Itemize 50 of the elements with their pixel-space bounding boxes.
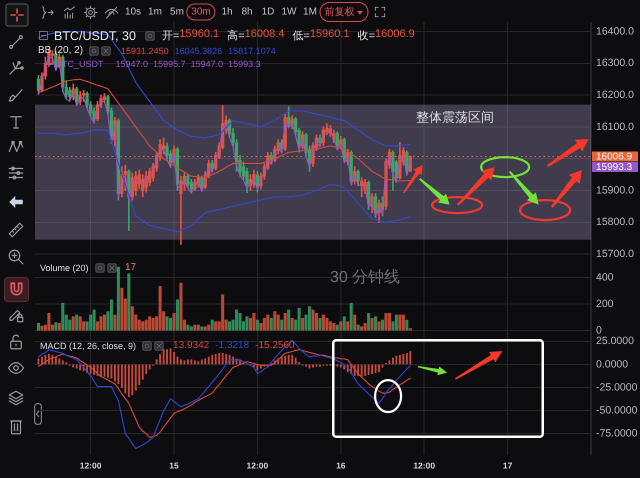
y-tick-label: 200 [596, 298, 614, 310]
x-tick-label: 17 [502, 460, 513, 470]
ref-line-label: 16006.9 [596, 152, 633, 163]
annotation: 低=15960.1 [292, 28, 350, 43]
text: 1W [282, 6, 296, 18]
y-tick-label: 25.0000 [596, 335, 634, 348]
annotation: 13.9342 [173, 340, 210, 351]
annotation: 15995.7 [153, 59, 186, 69]
text: 8h [241, 6, 253, 18]
annotation: 17 [125, 262, 136, 273]
y-tick-label: 15900.0 [596, 184, 634, 196]
y-tick-label: 0.0000 [596, 358, 628, 370]
x-tick-label: 12:00 [413, 460, 436, 470]
annotation: 15931.2450 [121, 46, 169, 56]
y-tick-label: 16100.0 [596, 120, 634, 133]
annotation: 开=15960.1 [162, 28, 220, 43]
y-tick-label: -50.0000 [596, 404, 638, 417]
y-tick-label: 15800.0 [596, 216, 634, 228]
x-tick-label: 16 [336, 460, 346, 470]
y-tick-label: 16400.0 [596, 25, 634, 38]
y-tick-label: 400 [596, 272, 614, 284]
text: 1D [262, 6, 274, 18]
annotation: 15993.3 [228, 59, 261, 69]
text: 1h [221, 6, 233, 18]
text: 10s [124, 6, 142, 18]
text: 前复权 [324, 6, 354, 19]
text: MACD (12, 26, close, 9) [40, 340, 136, 350]
annotation: 30 分钟线 [330, 268, 400, 288]
text: 1M [303, 6, 317, 18]
y-tick-label: 15700.0 [596, 248, 634, 260]
y-tick-label: 0 [596, 324, 602, 337]
band-label: 整体震荡区间 [416, 110, 494, 125]
chart-title: Volume (20) [40, 263, 89, 273]
text: 30m [191, 6, 211, 18]
y-tick-label: 16300.0 [596, 57, 634, 70]
text: 1m [148, 6, 162, 18]
text: 15993.3 [596, 162, 633, 174]
x-tick-label: 12:00 [80, 460, 102, 470]
annotation: 15947.0 [190, 59, 224, 69]
text: 5m [170, 6, 184, 18]
y-tick-label: 16200.0 [596, 89, 634, 102]
x-tick-label: 12:00 [246, 460, 269, 470]
y-tick-label: -75.0000 [596, 428, 638, 440]
annotation: 高=16008.4 [227, 28, 284, 43]
annotation: 收=16006.9 [358, 28, 415, 43]
annotation: -1.3218 [215, 340, 250, 351]
y-tick-label: -25.0000 [596, 381, 638, 394]
x-tick-label: 15 [169, 460, 179, 470]
annotation: 16045.3826 [174, 46, 222, 56]
annotation: 15817.1074 [228, 46, 276, 56]
